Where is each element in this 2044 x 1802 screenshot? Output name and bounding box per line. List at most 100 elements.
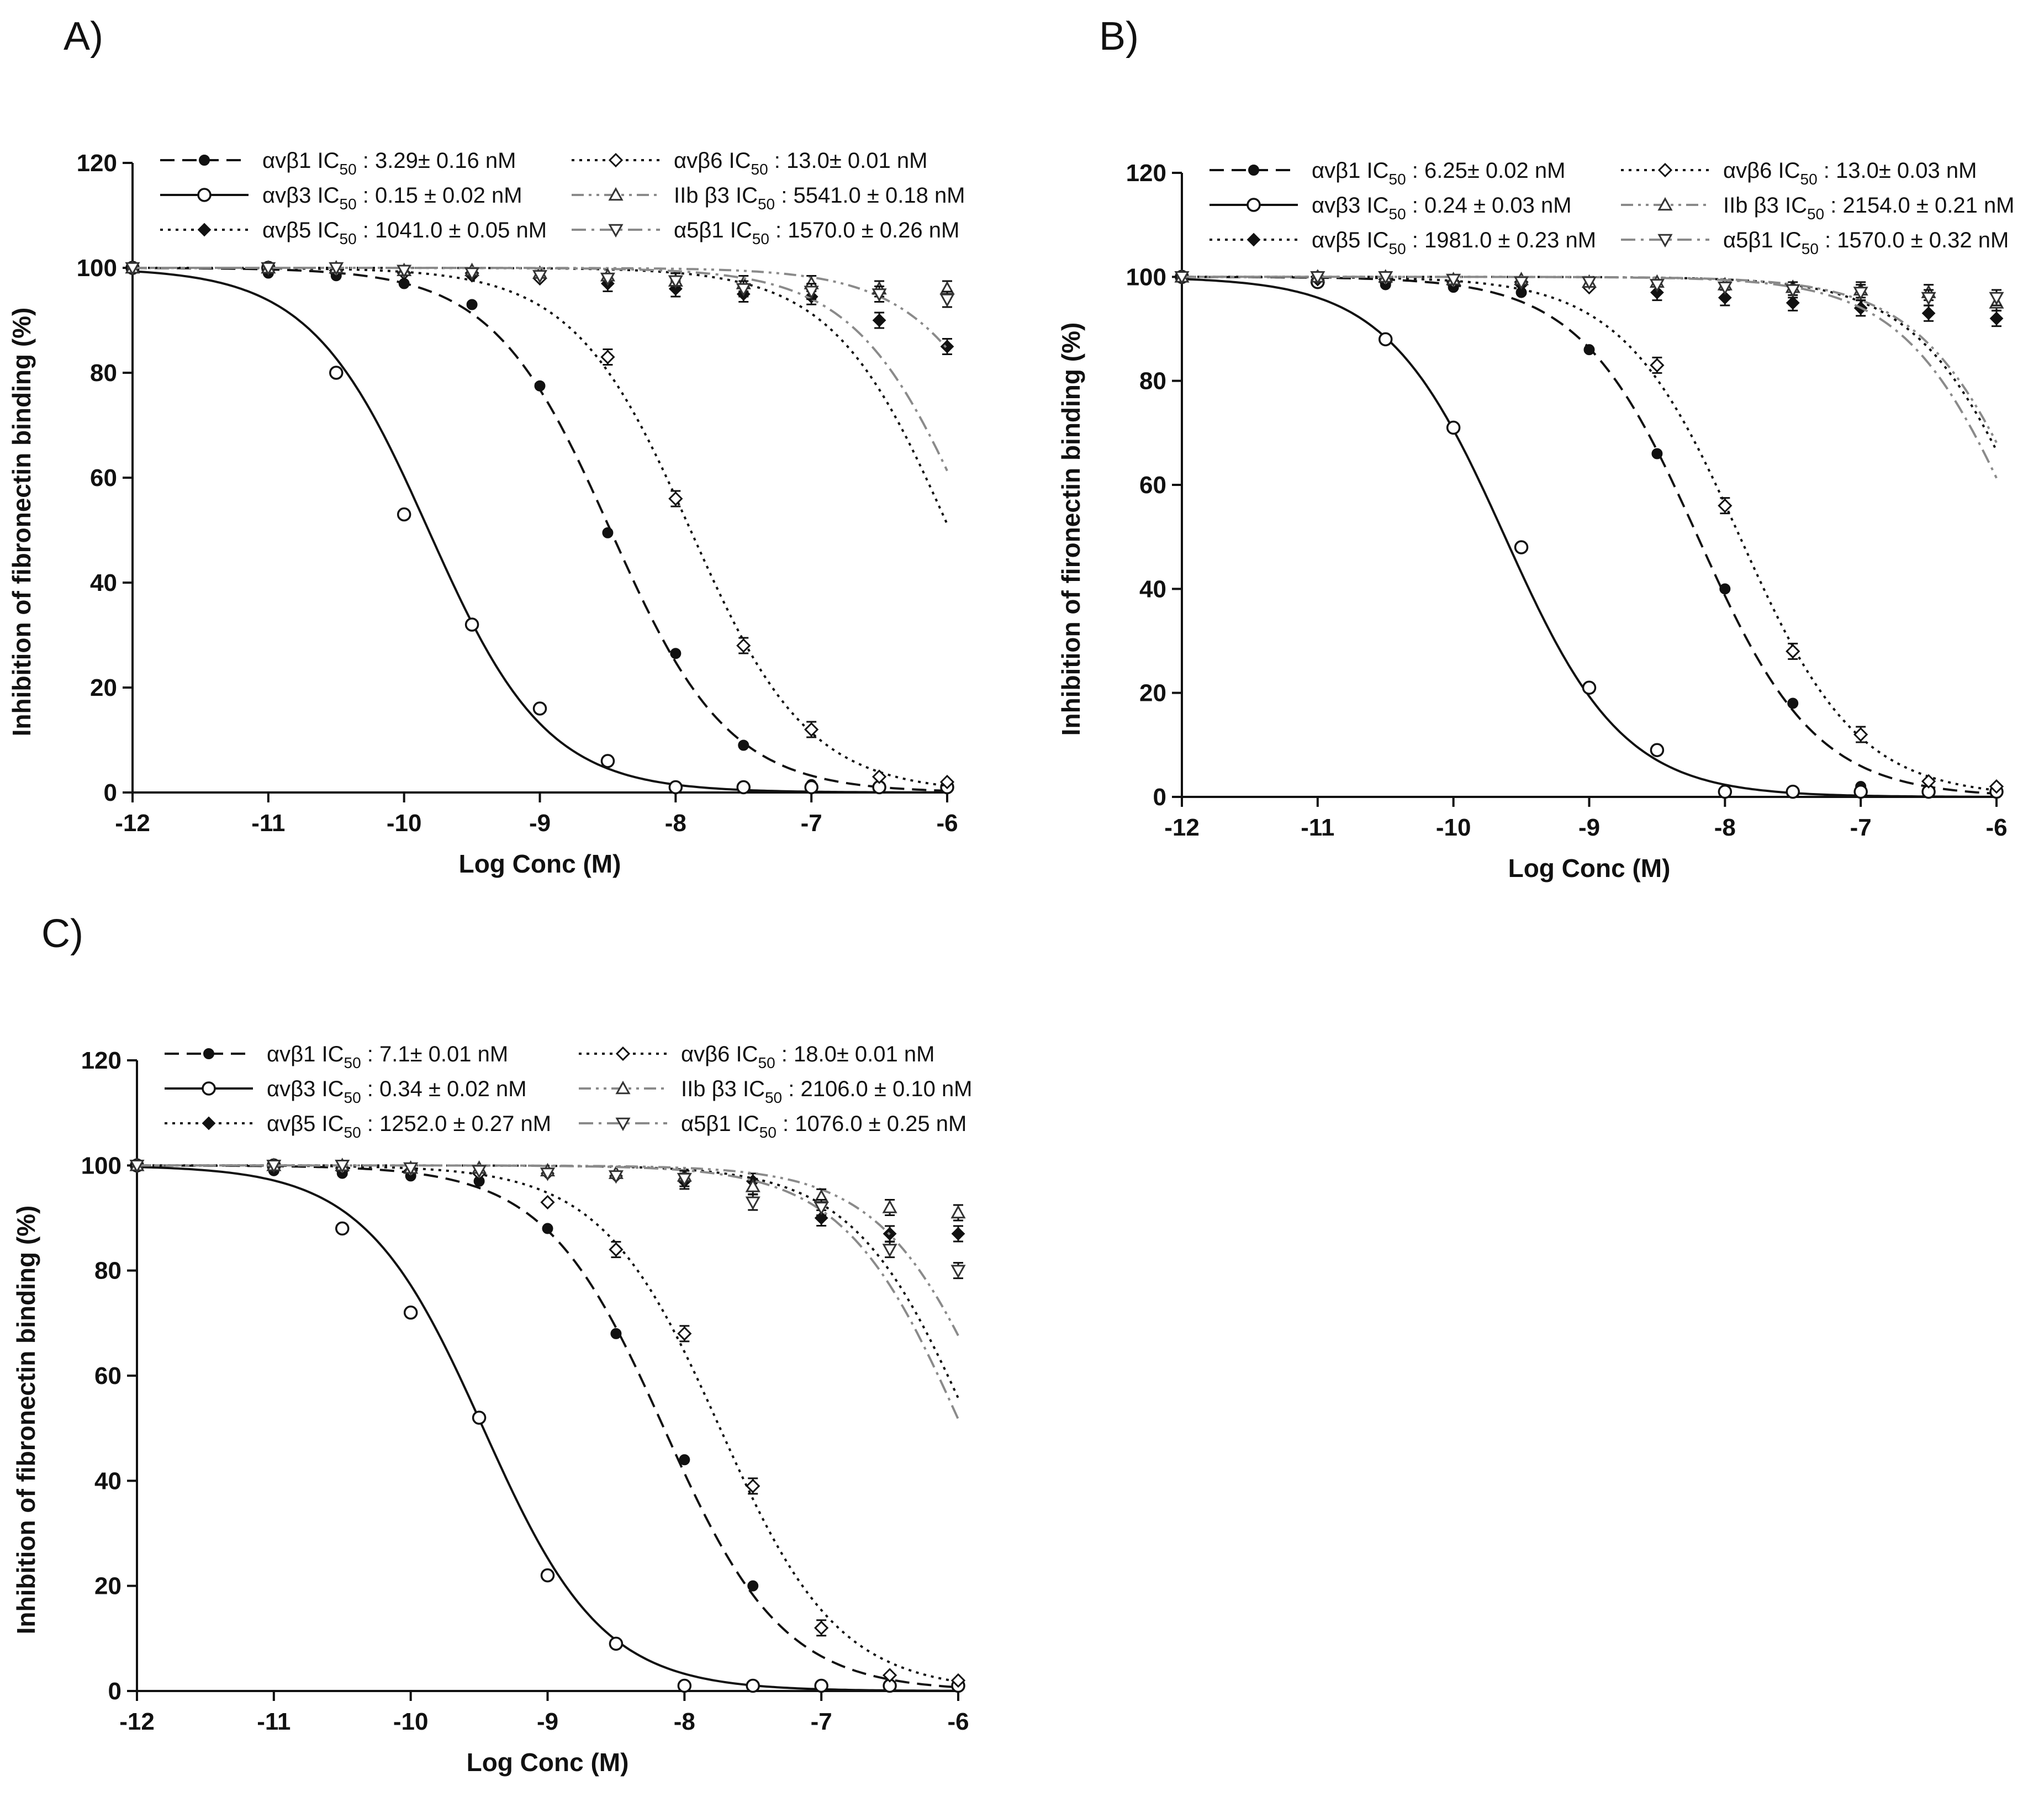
legend-marker <box>608 152 624 168</box>
data-point <box>540 1167 556 1181</box>
y-tick-label: 0 <box>104 779 117 806</box>
fit-curve <box>137 1164 959 1336</box>
y-axis-title: Inhibition of fibronectin binding (%) <box>7 308 36 737</box>
legend-label: IIb β3 IC50 : 2154.0 ± 0.21 nM <box>1723 193 2015 223</box>
legend-entry-5: α5β1 IC50 : 1076.0 ± 0.25 nM <box>579 1112 966 1141</box>
series-2 <box>125 261 954 525</box>
data-point <box>677 1678 692 1693</box>
panel-a-label: A) <box>64 14 103 59</box>
y-tick-label: 120 <box>81 1047 122 1074</box>
legend-entry-2: αvβ5 IC50 : 1252.0 ± 0.27 nM <box>165 1112 551 1141</box>
y-tick-label: 80 <box>1139 368 1166 395</box>
data-point <box>540 1568 555 1583</box>
x-tick-label: -9 <box>529 810 551 837</box>
legend-marker <box>615 1117 631 1132</box>
data-point <box>1786 296 1800 310</box>
legend-marker <box>1247 198 1261 212</box>
legend-entry-5: α5β1 IC50 : 1570.0 ± 0.26 nM <box>572 218 959 247</box>
data-point <box>464 617 479 632</box>
legend-entry-0: αvβ1 IC50 : 6.25± 0.02 nM <box>1210 158 1565 188</box>
x-tick-label: -7 <box>811 1708 832 1735</box>
data-point <box>745 1179 760 1192</box>
data-point <box>745 1196 760 1211</box>
y-tick-label: 60 <box>94 1362 122 1389</box>
legend-label: αvβ6 IC50 : 13.0± 0.01 nM <box>674 149 927 178</box>
data-point <box>466 299 478 310</box>
x-tick-label: -7 <box>801 810 822 837</box>
data-point <box>609 1242 624 1257</box>
panel-1-chart: 0 20 40 60 80 100 120 -12 -11 -10 -9 -8 -7 -6 Log Conc… <box>1057 158 2015 882</box>
legend-label: α5β1 IC50 : 1570.0 ± 0.26 nM <box>674 218 959 247</box>
data-point <box>1514 276 1529 290</box>
data-point <box>950 1265 966 1278</box>
x-tick-label: -8 <box>1714 814 1736 841</box>
fit-curve <box>1182 278 1997 797</box>
data-point <box>1787 697 1799 709</box>
x-tick-label: -10 <box>387 810 422 837</box>
data-point <box>1718 784 1733 799</box>
data-point <box>1378 332 1393 347</box>
legend-label: αvβ5 IC50 : 1041.0 ± 0.05 nM <box>262 218 547 247</box>
data-point <box>1853 784 1868 799</box>
data-point <box>950 1673 966 1688</box>
fit-curve <box>137 1166 958 1691</box>
data-point <box>804 722 819 737</box>
data-point <box>951 1227 965 1241</box>
x-tick-label: -6 <box>1985 814 2007 841</box>
data-point <box>939 293 955 308</box>
x-tick-label: -7 <box>1850 814 1872 841</box>
data-point <box>1921 306 1936 320</box>
legend-label: αvβ1 IC50 : 6.25± 0.02 nM <box>1312 158 1565 188</box>
data-point <box>668 275 683 289</box>
x-tick-label: -12 <box>1164 814 1200 841</box>
data-point <box>397 265 412 278</box>
data-point <box>882 1244 897 1257</box>
data-point <box>872 288 887 302</box>
data-point <box>1378 271 1393 285</box>
data-point <box>600 350 615 364</box>
data-point <box>1446 273 1461 288</box>
x-tick-label: -12 <box>119 1708 155 1735</box>
data-point <box>677 1172 692 1187</box>
data-point <box>882 1668 897 1683</box>
data-point <box>1514 540 1529 554</box>
legend-marker <box>1657 234 1673 248</box>
data-point <box>335 1221 350 1236</box>
y-axis-title: Inhibition of fironectin binding (%) <box>1057 323 1085 736</box>
y-tick-label: 0 <box>1153 784 1166 811</box>
series-5 <box>129 1160 966 1420</box>
data-point <box>329 262 344 276</box>
data-point <box>1582 680 1597 695</box>
x-tick-label: -9 <box>537 1708 558 1735</box>
data-point <box>1446 420 1461 435</box>
fit-curve <box>1182 276 1998 443</box>
data-point <box>1853 287 1868 300</box>
series-0 <box>131 1160 964 1692</box>
data-point <box>736 780 751 795</box>
legend-label: αvβ1 IC50 : 3.29± 0.16 nM <box>262 149 516 178</box>
fit-curve <box>133 267 948 472</box>
data-point <box>602 527 614 538</box>
legend-entry-0: αvβ1 IC50 : 7.1± 0.01 nM <box>165 1042 508 1071</box>
legend-entry-3: αvβ6 IC50 : 13.0± 0.03 nM <box>1621 158 1977 188</box>
data-point <box>939 774 955 790</box>
legend-entry-0: αvβ1 IC50 : 3.29± 0.16 nM <box>160 149 516 178</box>
x-tick-label: -11 <box>251 810 285 837</box>
data-point <box>610 1328 622 1339</box>
legend-label: αvβ5 IC50 : 1252.0 ± 0.27 nM <box>267 1112 551 1141</box>
legend-entry-3: αvβ6 IC50 : 13.0± 0.01 nM <box>572 149 927 178</box>
y-tick-label: 60 <box>1139 472 1166 499</box>
legend-marker <box>199 155 210 166</box>
x-tick-label: -8 <box>665 810 686 837</box>
y-tick-label: 80 <box>94 1257 122 1285</box>
data-point <box>1719 583 1731 595</box>
legend-label: αvβ1 IC50 : 7.1± 0.01 nM <box>267 1042 508 1071</box>
data-point <box>882 1199 897 1213</box>
legend-marker <box>615 1046 631 1061</box>
y-tick-label: 120 <box>1126 160 1166 187</box>
data-point <box>1786 784 1800 799</box>
data-point <box>1651 448 1663 459</box>
data-point <box>1650 743 1665 757</box>
data-point <box>397 507 411 522</box>
legend-marker <box>1248 165 1259 176</box>
